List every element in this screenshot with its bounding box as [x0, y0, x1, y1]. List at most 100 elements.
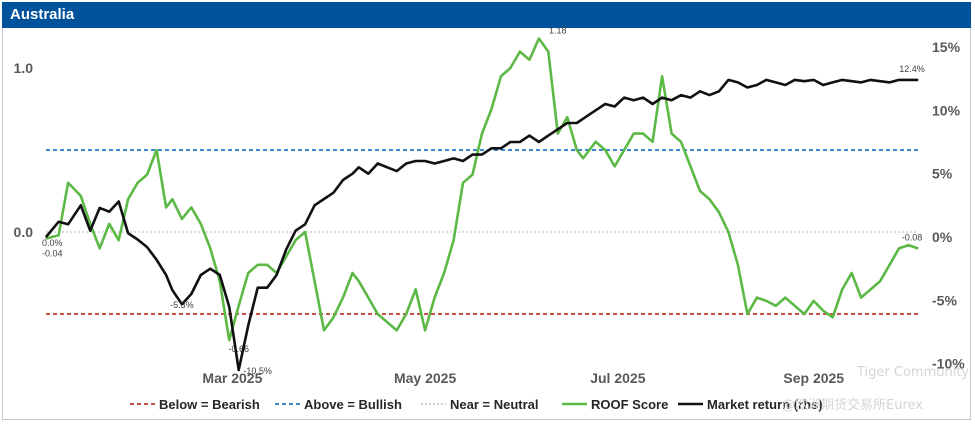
data-point — [471, 154, 474, 156]
data-point — [784, 84, 786, 86]
data-point — [841, 288, 843, 290]
data-point — [623, 149, 625, 151]
data-point — [89, 230, 91, 232]
legend-label: Near = Neutral — [450, 397, 539, 412]
data-point — [219, 280, 221, 282]
data-point — [80, 204, 82, 206]
x-axis-tick: May 2025 — [394, 370, 456, 386]
data-point — [127, 198, 129, 200]
data-point — [832, 81, 834, 83]
data-point — [58, 234, 60, 236]
chart-header: Australia — [2, 2, 971, 28]
data-point — [633, 133, 635, 135]
data-point — [775, 81, 777, 83]
data-point — [898, 79, 900, 81]
data-point — [604, 149, 606, 151]
data-point — [907, 79, 910, 81]
data-point — [699, 190, 701, 192]
data-point — [680, 141, 682, 143]
series-line-roof-score — [45, 37, 919, 342]
data-point — [557, 128, 559, 130]
data-point — [45, 236, 47, 238]
right-axis-tick: 0% — [932, 229, 953, 245]
watermark-handle: @欧洲期货交易所Eurex — [782, 398, 923, 413]
data-point — [156, 259, 158, 261]
data-point — [471, 174, 474, 176]
data-point — [295, 239, 297, 241]
data-point — [80, 195, 82, 197]
data-point — [118, 239, 120, 241]
data-point — [582, 157, 584, 159]
data-point — [396, 329, 398, 331]
watermark-text: Tiger Community — [857, 365, 970, 380]
data-point — [171, 289, 173, 291]
data-point — [228, 339, 230, 341]
data-point — [699, 90, 701, 92]
data-point — [181, 303, 183, 305]
legend-label: ROOF Score — [591, 397, 668, 412]
data-point — [547, 51, 549, 53]
data-point — [917, 247, 919, 249]
data-point — [285, 249, 287, 251]
data-point — [519, 51, 521, 53]
data-point — [889, 81, 891, 83]
series-start-label: -0.04 — [42, 249, 63, 259]
data-point — [756, 84, 758, 86]
data-point — [509, 67, 511, 69]
data-point — [146, 246, 148, 248]
data-point — [67, 182, 69, 184]
data-point — [661, 97, 663, 99]
data-point — [680, 94, 682, 96]
data-point — [547, 135, 549, 137]
data-point — [377, 162, 379, 165]
data-point — [434, 297, 436, 299]
right-axis-tick: 10% — [932, 102, 961, 118]
x-axis-tick: Mar 2025 — [202, 370, 262, 386]
chart-title: Australia — [10, 6, 75, 23]
data-point — [500, 147, 502, 149]
data-point — [879, 80, 881, 82]
data-point — [623, 97, 625, 99]
data-point — [860, 297, 862, 299]
x-axis-tick: Jul 2025 — [590, 370, 645, 386]
data-point — [108, 223, 110, 225]
data-point — [367, 173, 369, 175]
data-point — [813, 79, 815, 81]
data-point — [405, 313, 407, 315]
data-point — [462, 182, 464, 184]
data-point — [146, 174, 148, 176]
data-point — [718, 211, 720, 213]
data-point — [181, 218, 183, 220]
data-point — [689, 97, 692, 99]
data-point — [889, 264, 891, 266]
legend-label: Below = Bearish — [159, 397, 260, 412]
data-point — [396, 170, 398, 172]
data-point — [490, 108, 493, 110]
data-point — [528, 59, 531, 61]
data-point — [304, 223, 306, 225]
data-point — [257, 264, 259, 266]
data-point — [200, 274, 202, 276]
data-point — [453, 157, 455, 159]
data-point — [266, 287, 268, 289]
data-point — [822, 310, 824, 312]
data-point — [727, 79, 730, 81]
data-point — [165, 206, 167, 208]
data-point — [614, 165, 616, 167]
data-point — [415, 288, 417, 290]
data-point — [190, 293, 192, 295]
data-point — [137, 182, 139, 184]
data-point — [595, 141, 597, 143]
data-point — [323, 198, 325, 200]
legend-label: Above = Bullish — [304, 397, 402, 412]
data-point — [822, 84, 824, 86]
data-point — [860, 81, 862, 83]
data-point — [285, 256, 287, 258]
data-point — [415, 160, 417, 162]
data-point — [727, 231, 730, 233]
chart-frame — [2, 2, 971, 420]
data-point — [671, 99, 673, 101]
data-point — [209, 268, 211, 270]
data-point — [108, 211, 110, 213]
series-end-label: -0.08 — [902, 232, 923, 242]
